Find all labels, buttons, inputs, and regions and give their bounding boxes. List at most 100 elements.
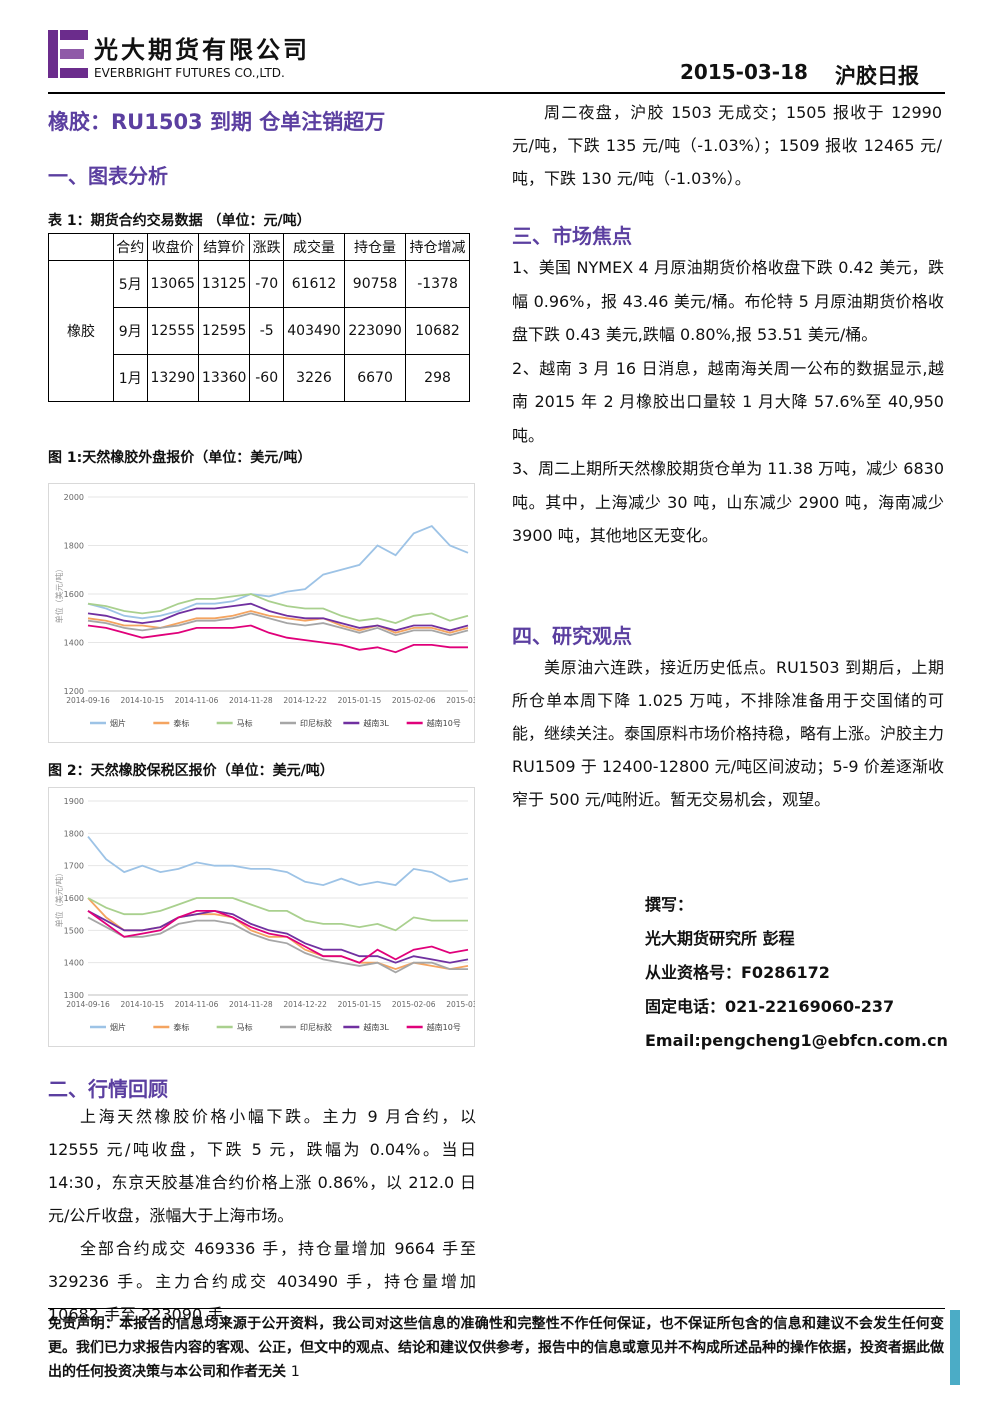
table-cell: 13290 — [146, 354, 199, 402]
table-header-cell: 持仓增减 — [405, 233, 470, 261]
y-axis-title: 单位（美元/吨） — [54, 869, 64, 928]
y-tick-label: 1400 — [64, 639, 84, 648]
table-caption: 表 1：期货合约交易数据 （单位：元/吨） — [48, 213, 311, 229]
list-item: 3、周二上期所天然橡胶期货仓单为 11.38 万吨，减少 6830 吨。其中，上… — [512, 459, 944, 545]
series-line — [87, 624, 468, 654]
table-cell: 298 — [405, 354, 470, 402]
table-header-cell: 收盘价 — [146, 233, 199, 261]
table-header: 合约 收盘价 结算价 涨跌 成交量 持仓量 持仓增减 — [48, 233, 470, 261]
disclaimer: 免责声明：本报告的信息均来源于公开资料，我公司对这些信息的准确性和完整性不作任何… — [48, 1312, 944, 1384]
x-tick-label: 2014-09-16 — [66, 1000, 110, 1009]
series-line — [87, 916, 468, 974]
section-body: 周二夜盘，沪胶 1503 无成交；1505 报收于 12990 元/吨，下跌 1… — [512, 96, 942, 195]
disclaimer-text: 免责声明：本报告的信息均来源于公开资料，我公司对这些信息的准确性和完整性不作任何… — [48, 1316, 944, 1380]
table-cell: 1月 — [113, 354, 148, 402]
chart: 单位（美元/吨） 1200 1400 1600 1800 2000 2014-09-16 20… — [48, 483, 475, 743]
section-body: 美原油六连跌，接近历史低点。RU1503 到期后，上期所仓单本周下降 1.025… — [512, 651, 944, 816]
section-heading: 四、研究观点 — [512, 624, 632, 648]
series-line — [87, 610, 469, 634]
author-line: Email:pengcheng1@ebfcn.com.cn — [645, 1031, 948, 1050]
legend-label: 越南3L — [363, 1022, 389, 1032]
x-tick-label: 2014-11-06 — [175, 1000, 219, 1009]
author-line: 从业资格号：F0286172 — [645, 963, 830, 982]
y-tick-label: 1600 — [64, 894, 84, 903]
y-tick-label: 1200 — [64, 687, 84, 696]
x-tick-label: 2014-12-22 — [283, 1000, 327, 1009]
legend-label: 烟片 — [110, 718, 126, 728]
x-tick-label: 2015-01-15 — [338, 1000, 382, 1009]
table-cell: 13065 — [146, 260, 199, 308]
paragraph: 上海天然橡胶价格小幅下跌。主力 9 月合约，以 12555 元/吨收盘，下跌 5… — [48, 1107, 476, 1225]
report-date: 2015-03-18 — [680, 60, 808, 84]
series-line — [87, 612, 469, 637]
table-cell: 6670 — [344, 354, 407, 402]
series-line — [87, 897, 468, 932]
page-number: 1 — [290, 1364, 300, 1380]
legend-label: 泰标 — [173, 1022, 189, 1032]
x-tick-label: 2015-03-11 — [446, 1000, 475, 1009]
x-tick-label: 2014-09-16 — [66, 696, 110, 705]
y-tick-label: 1800 — [64, 829, 84, 838]
y-tick-label: 1900 — [64, 797, 84, 806]
table-cell: -70 — [249, 260, 284, 308]
report-name: 沪胶日报 — [835, 64, 919, 88]
paragraph: 美原油六连跌，接近历史低点。RU1503 到期后，上期所仓单本周下降 1.025… — [512, 658, 945, 809]
focus-list: 1、美国 NYMEX 4 月原油期货价格收盘下跌 0.42 美元，跌幅 0.96… — [512, 251, 944, 553]
y-tick-label: 1600 — [64, 590, 84, 599]
y-tick-label: 1800 — [64, 542, 84, 551]
legend-label: 马标 — [237, 718, 253, 728]
author-line: 光大期货研究所 彭程 — [645, 929, 795, 948]
table-cell: 12555 — [146, 307, 199, 355]
legend-label: 越南10号 — [427, 1022, 461, 1032]
table-cell: 5月 — [113, 260, 148, 308]
series-line — [87, 593, 469, 625]
table-cell: 403490 — [282, 307, 346, 355]
table-cell: 13125 — [197, 260, 251, 308]
logo — [48, 30, 90, 82]
x-tick-label: 2014-11-06 — [175, 696, 219, 705]
x-tick-label: 2014-10-15 — [120, 1000, 164, 1009]
author-line: 固定电话：021-22169060-237 — [645, 997, 895, 1016]
series-line — [87, 836, 469, 887]
x-tick-label: 2015-03-11 — [446, 696, 475, 705]
legend-label: 烟片 — [110, 1022, 126, 1032]
chart: 单位（美元/吨） 1300 1400 1500 1600 1700 1800 1900 2014… — [48, 787, 475, 1047]
legend-label: 印尼标胶 — [300, 1022, 332, 1032]
table-cell: 61612 — [282, 260, 346, 308]
table-cell: -5 — [249, 307, 284, 355]
table-cell: -1378 — [405, 260, 470, 308]
data-table: 合约 收盘价 结算价 涨跌 成交量 持仓量 持仓增减 橡胶 5月 13065 13125 -70 61… — [48, 233, 470, 402]
table-header-cell: 持仓量 — [344, 233, 407, 261]
x-tick-label: 2015-02-06 — [392, 1000, 436, 1009]
company-cn: 光大期货有限公司 — [94, 36, 310, 64]
table-header-cell: 成交量 — [282, 233, 346, 261]
paragraph: 全部合约成交 469336 手，持仓量增加 9664 手至 329236 手。主… — [48, 1239, 476, 1324]
legend-label: 泰标 — [173, 718, 189, 728]
x-tick-label: 2014-11-28 — [229, 1000, 273, 1009]
author-block: 撰写： 光大期货研究所 彭程 从业资格号：F0286172 固定电话：021-2… — [645, 888, 948, 1058]
header-rule — [48, 92, 945, 94]
x-tick-label: 2014-12-22 — [283, 696, 327, 705]
list-item: 1、美国 NYMEX 4 月原油期货价格收盘下跌 0.42 美元，跌幅 0.96… — [512, 258, 944, 344]
table-cell: 3226 — [282, 354, 346, 402]
table-cell: 223090 — [344, 307, 407, 355]
table-cell: 10682 — [405, 307, 470, 355]
y-axis-title: 单位（美元/吨） — [54, 565, 64, 624]
table-cell: 90758 — [344, 260, 407, 308]
series-line — [87, 525, 469, 620]
list-item: 2、越南 3 月 16 日消息，越南海关周一公布的数据显示,越南 2015 年 … — [512, 358, 944, 445]
x-tick-label: 2015-01-15 — [338, 696, 382, 705]
legend-label: 越南10号 — [427, 718, 461, 728]
table-cell: 9月 — [113, 307, 148, 355]
legend-label: 越南3L — [363, 718, 389, 728]
table-cell: 橡胶 — [48, 260, 114, 402]
y-tick-label: 1700 — [64, 862, 84, 871]
y-tick-label: 1400 — [64, 959, 84, 968]
table-cell: 12595 — [197, 307, 251, 355]
y-tick-label: 1500 — [64, 926, 84, 935]
report-title: 橡胶：RU1503 到期 仓单注销超万 — [48, 110, 386, 134]
section-heading: 二、行情回顾 — [48, 1077, 168, 1101]
paragraph: 周二夜盘，沪胶 1503 无成交；1505 报收于 12990 元/吨，下跌 1… — [512, 103, 942, 188]
table-cell — [48, 233, 114, 261]
